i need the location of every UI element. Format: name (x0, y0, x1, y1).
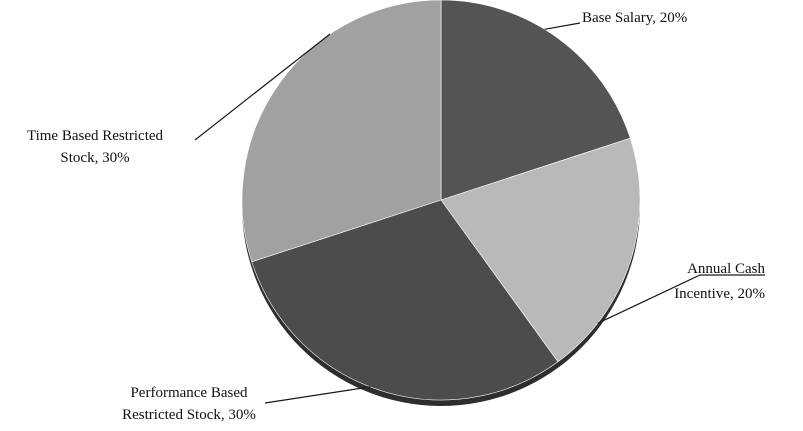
slice-label-annual-cash-line2: Incentive, 20% (674, 286, 765, 302)
slice-label-time-based-line2: Stock, 30% (60, 150, 129, 166)
pie-slice-annual-cash-incentive (440, 137, 641, 363)
leader-line-base-salary (544, 22, 581, 30)
slice-label-time-based-line1: Time Based Restricted (27, 128, 164, 144)
pie-labels: Base Salary, 20% Annual Cash Incentive, … (27, 10, 766, 423)
leader-line-time-based (194, 33, 331, 141)
pie-slice-performance-based-restricted-stock (251, 199, 559, 401)
leader-line-performance (264, 386, 371, 404)
slice-label-base-salary: Base Salary, 20% (582, 10, 687, 26)
pie-slice-base-salary (440, 0, 631, 201)
pie-slice-time-based-restricted-stock (241, 0, 442, 263)
pie-leader-lines (194, 22, 765, 404)
leader-line-annual-cash (597, 274, 765, 324)
slice-label-performance-line1: Performance Based (130, 385, 248, 401)
pie-slices (241, 0, 641, 401)
slice-label-performance-line2: Restricted Stock, 30% (122, 407, 256, 423)
slice-label-annual-cash-line1: Annual Cash (687, 261, 765, 277)
